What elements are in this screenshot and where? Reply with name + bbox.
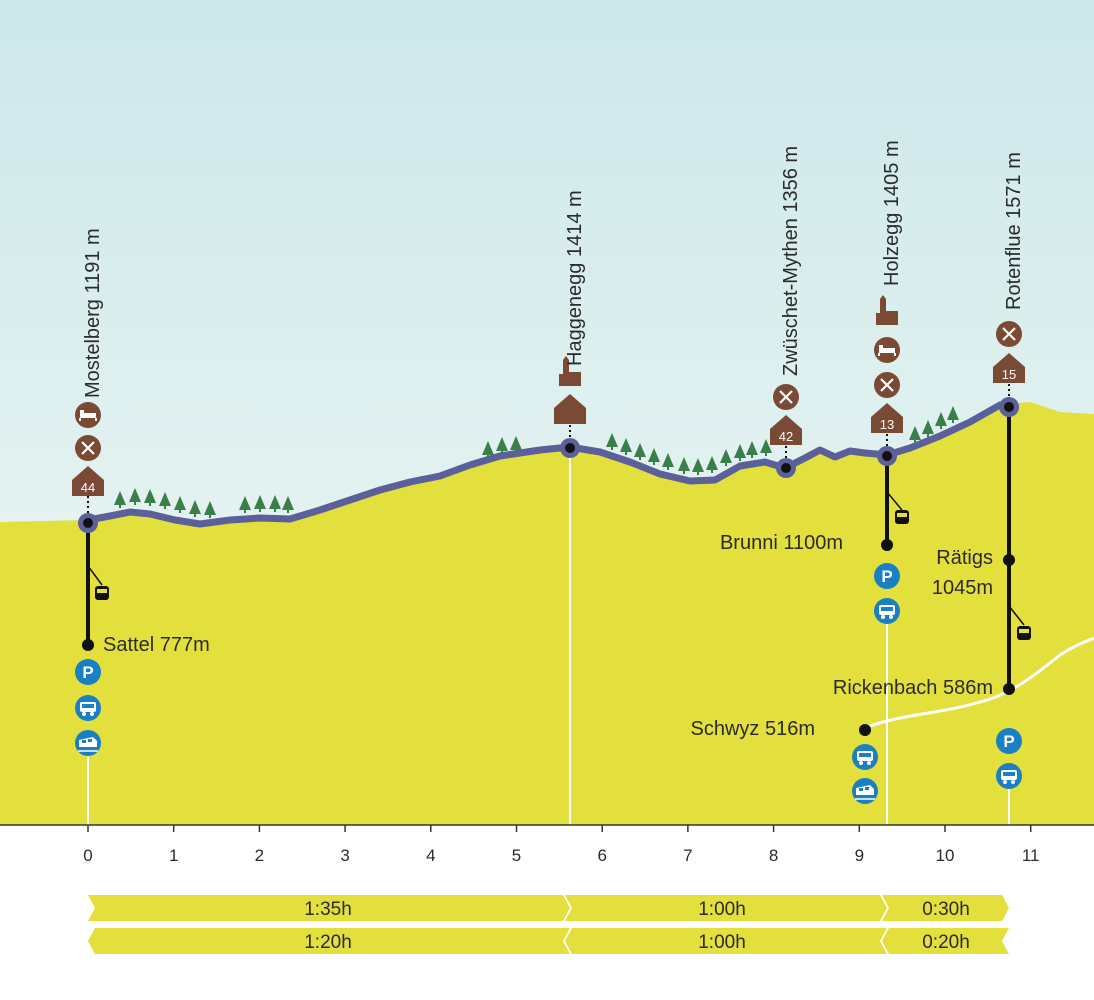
train-icon xyxy=(851,777,879,805)
x-axis-tick-label: 2 xyxy=(255,846,264,865)
hut-haggenegg xyxy=(554,394,586,424)
point-mostelberg xyxy=(78,513,98,533)
time-arrow-forward-1 xyxy=(88,895,570,921)
x-axis-tick-label: 7 xyxy=(683,846,692,865)
label-rickenbach: Rickenbach 586m xyxy=(833,677,993,699)
x-axis-tick-label: 1 xyxy=(169,846,178,865)
time-forward-2: 1:00h xyxy=(698,899,746,920)
hut-rotenflue: 15 xyxy=(993,353,1025,383)
bus-icon xyxy=(996,763,1022,789)
label-sattel: Sattel 777m xyxy=(103,634,210,656)
x-axis-tick-label: 3 xyxy=(340,846,349,865)
time-bars: 1:35h 1:00h 0:30h 1:20h 1:00h 0:20h xyxy=(88,895,1009,954)
summit-label-haggenegg: Haggenegg 1414 m xyxy=(564,190,586,366)
bed-icon xyxy=(873,336,901,364)
bed-icon xyxy=(74,401,102,429)
restaurant-icon xyxy=(994,319,1024,349)
dotted-connectors xyxy=(87,384,1010,513)
x-axis-tick-label: 6 xyxy=(597,846,606,865)
time-arrow-backward-3 xyxy=(882,928,1009,954)
time-arrow-backward-1 xyxy=(88,928,570,954)
x-axis-tick-label: 9 xyxy=(855,846,864,865)
point-rotenflue xyxy=(999,397,1019,417)
restaurant-icon xyxy=(771,382,801,412)
label-raetigs: Rätigs xyxy=(936,547,993,569)
hut-mostelberg: 44 xyxy=(72,466,104,496)
cable-car-rickenbach xyxy=(1003,407,1031,695)
x-axis-tick-label: 8 xyxy=(769,846,778,865)
x-axis-tick-label: 0 xyxy=(83,846,92,865)
time-forward-1: 1:35h xyxy=(304,899,352,920)
bus-icon xyxy=(75,695,101,721)
bus-icon xyxy=(852,744,878,770)
label-raetigs-altitude: 1045m xyxy=(932,577,993,599)
parking-icon xyxy=(996,728,1022,754)
hut-badge-holzegg: 13 xyxy=(880,417,894,432)
label-brunni: Brunni 1100m xyxy=(720,532,843,554)
x-axis-tick-label: 10 xyxy=(936,846,955,865)
parking-icon xyxy=(75,659,101,685)
time-backward-1: 1:20h xyxy=(304,932,352,953)
x-axis-ticks: 0 1 2 3 4 5 6 7 8 9 10 11 xyxy=(83,825,1040,865)
bus-icon xyxy=(874,598,900,624)
cable-car-brunni xyxy=(881,456,909,551)
x-axis-tick-label: 11 xyxy=(1022,846,1040,865)
hut-zwueschet: 42 xyxy=(770,415,802,445)
hut-badge-zwueschet: 42 xyxy=(779,429,793,444)
schwyz-point xyxy=(859,724,871,736)
restaurant-icon xyxy=(872,370,902,400)
train-icon xyxy=(74,729,102,757)
hut-holzegg: 13 xyxy=(871,403,903,433)
label-schwyz: Schwyz 516m xyxy=(691,718,816,740)
terrain-area xyxy=(0,402,1094,825)
restaurant-icon xyxy=(73,433,103,463)
x-axis-tick-label: 4 xyxy=(426,846,435,865)
summit-label-mostelberg: Mostelberg 1191 m xyxy=(82,228,104,398)
hut-badge-rotenflue: 15 xyxy=(1002,367,1016,382)
cable-car-sattel xyxy=(82,523,109,651)
time-arrow-forward-3 xyxy=(882,895,1009,921)
point-zwueschet xyxy=(776,458,796,478)
hiking-trail xyxy=(87,400,1010,528)
parking-icon xyxy=(874,563,900,589)
x-axis-tick-label: 5 xyxy=(512,846,521,865)
summit-label-rotenflue: Rotenflue 1571 m xyxy=(1003,152,1025,310)
summit-label-holzegg: Holzegg 1405 m xyxy=(881,140,903,286)
time-arrow-forward-2 xyxy=(565,895,887,921)
summit-label-zwueschet: Zwüschet-Mythen 1356 m xyxy=(780,146,802,376)
time-arrow-backward-2 xyxy=(565,928,887,954)
point-haggenegg xyxy=(560,438,580,458)
time-forward-3: 0:30h xyxy=(922,899,970,920)
time-backward-3: 0:20h xyxy=(922,932,970,953)
point-holzegg xyxy=(877,446,897,466)
time-backward-2: 1:00h xyxy=(698,932,746,953)
hut-badge-mostelberg: 44 xyxy=(81,480,95,495)
